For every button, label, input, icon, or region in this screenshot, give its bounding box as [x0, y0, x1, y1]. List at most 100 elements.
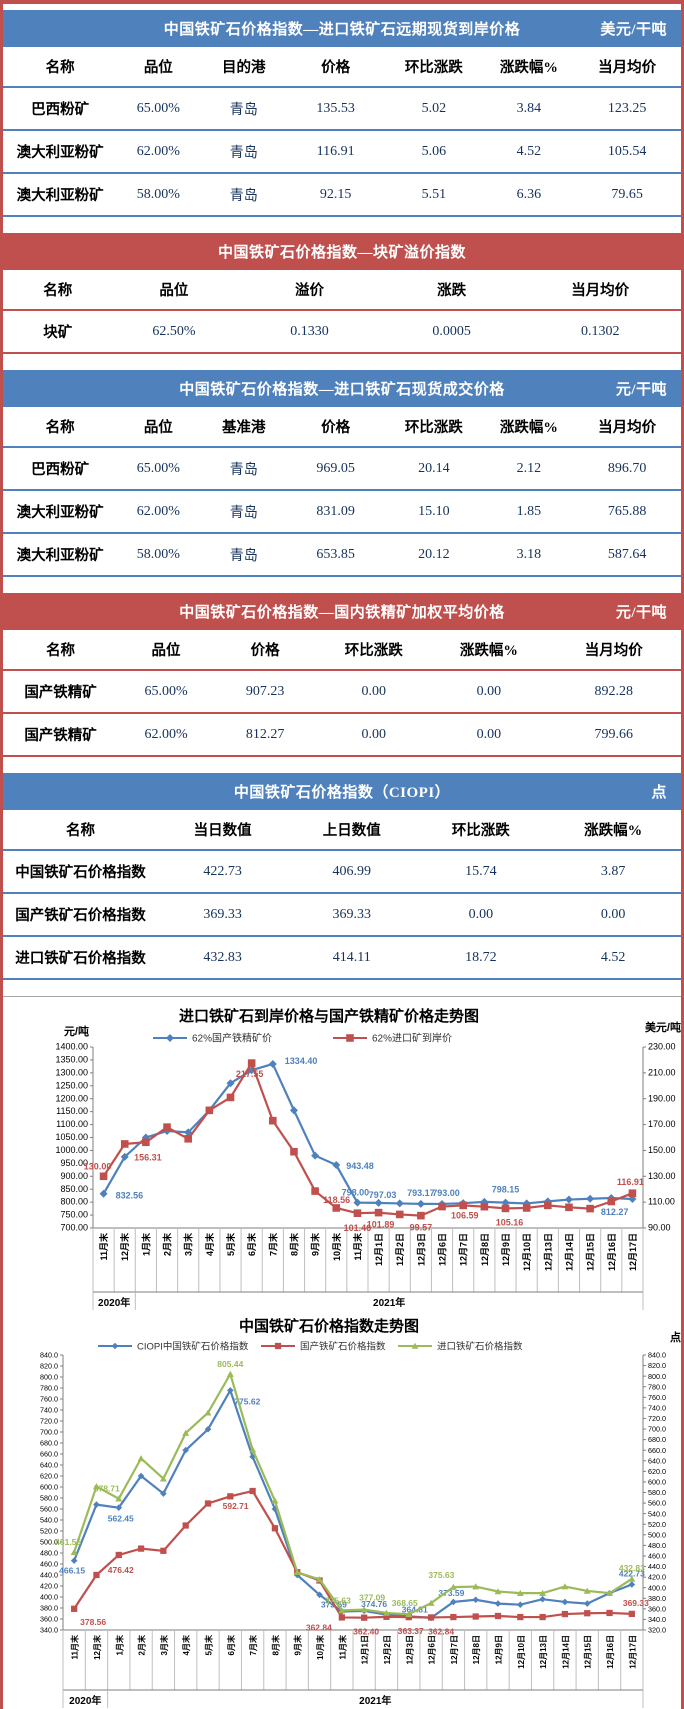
value-cell: 3.18	[516, 546, 542, 562]
column-header: 名称	[45, 420, 75, 436]
data-label: 101.46	[344, 1223, 372, 1233]
right-axis-unit: 美元/吨	[645, 1020, 681, 1034]
column-header: 名称	[66, 823, 96, 839]
value-cell: 0.1302	[580, 323, 620, 339]
column-header: 名称	[46, 643, 76, 659]
column-header: 上日数值	[322, 823, 381, 839]
right-axis-tick: 600.0	[648, 1478, 666, 1487]
column-header: 价格	[321, 60, 351, 76]
right-axis-tick: 340.0	[648, 1615, 666, 1624]
value-cell: 58.00%	[136, 186, 180, 202]
value-cell: 青岛	[229, 548, 258, 564]
x-axis-label: 12月9日	[495, 1635, 504, 1664]
square-marker	[115, 1551, 122, 1559]
value-cell: 58.00%	[136, 546, 180, 562]
right-axis-tick: 640.0	[648, 1456, 666, 1465]
data-table: 名称 当日数值 上日数值 环比涨跌 涨跌幅% 中国铁矿石价格指数 422.73 406.99 1…	[3, 810, 681, 980]
data-label: 362.40	[353, 1627, 379, 1637]
left-axis-tick: 600.0	[40, 1483, 58, 1492]
left-axis-tick: 640.0	[40, 1461, 58, 1470]
right-axis-tick: 420.0	[648, 1573, 666, 1582]
row-name-cell: 中国铁矿石价格指数	[15, 865, 146, 881]
left-axis-tick: 480.0	[40, 1549, 58, 1558]
value-cell: 青岛	[229, 462, 258, 478]
row-name-cell: 块矿	[43, 325, 73, 341]
diamond-marker	[494, 1600, 502, 1607]
square-marker	[459, 1201, 467, 1210]
data-table: 名称 品位 溢价 涨跌 当月均价 块矿 62.50% 0.1330 0.0005 0.1302	[3, 270, 681, 354]
row-name-cell: 国产铁精矿	[24, 728, 97, 744]
data-label: 943.48	[346, 1161, 374, 1171]
square-marker	[417, 1211, 425, 1220]
right-axis-tick: 780.0	[648, 1382, 666, 1391]
diamond-marker	[137, 1472, 145, 1480]
table-row: 国产铁矿石价格指数 369.33 369.33 0.00 0.00	[3, 893, 681, 936]
left-axis-tick: 1100.00	[56, 1119, 88, 1129]
left-axis-tick: 760.0	[40, 1395, 58, 1404]
x-axis-label: 12月14日	[564, 1233, 574, 1271]
square-marker	[361, 1614, 368, 1621]
square-marker	[204, 1500, 212, 1507]
column-header: 品位	[143, 420, 173, 436]
diamond-marker	[93, 1501, 100, 1508]
column-header: 当日数值	[193, 823, 252, 839]
left-axis-tick: 1350.00	[55, 1055, 88, 1065]
diamond-marker	[472, 1596, 479, 1604]
square-marker	[501, 1204, 510, 1213]
triangle-marker	[204, 1409, 212, 1416]
square-marker	[338, 1614, 345, 1621]
data-label: 130.00	[84, 1161, 112, 1171]
column-header: 当月均价	[598, 60, 657, 76]
chart-title: 进口铁矿石到岸价格与国产铁精矿价格走势图	[179, 1007, 479, 1025]
square-marker	[607, 1197, 616, 1206]
value-cell: 0.00	[476, 683, 502, 699]
row-name-cell: 澳大利亚粉矿	[16, 188, 104, 204]
data-label: 118.56	[323, 1195, 350, 1205]
column-header: 品位	[151, 643, 181, 659]
data-label: 105.16	[496, 1217, 524, 1227]
right-axis-tick: 130.00	[648, 1171, 676, 1181]
square-marker	[438, 1202, 446, 1211]
left-axis-tick: 780.0	[40, 1384, 58, 1393]
left-axis-tick: 380.0	[40, 1604, 58, 1613]
square-marker	[137, 1545, 145, 1552]
x-axis-label: 2月末	[162, 1232, 173, 1256]
x-axis-label: 10月末	[331, 1232, 342, 1261]
table-row: 块矿 62.50% 0.1330 0.0005 0.1302	[3, 310, 681, 353]
square-marker	[522, 1204, 531, 1212]
diamond-marker	[115, 1504, 123, 1511]
column-header: 环比涨跌	[344, 643, 403, 659]
square-marker	[184, 1134, 192, 1143]
square-marker	[290, 1147, 298, 1156]
square-marker	[544, 1201, 552, 1210]
square-marker	[142, 1138, 150, 1147]
left-axis-tick: 1250.00	[55, 1080, 88, 1090]
square-marker	[249, 1487, 256, 1495]
triangle-marker	[271, 1497, 279, 1504]
x-axis-label: 8月末	[288, 1232, 299, 1256]
data-label: 369.33	[623, 1598, 649, 1608]
value-cell: 20.14	[418, 460, 450, 476]
value-cell: 653.85	[316, 546, 355, 562]
data-table: 名称 品位 基准港 价格 环比涨跌 涨跌幅% 当月均价 巴西粉矿 65.00% 青岛 969.05 2…	[3, 407, 681, 577]
value-cell: 969.05	[316, 460, 355, 476]
column-header: 溢价	[295, 283, 324, 299]
data-label: 375.63	[428, 1570, 454, 1580]
data-label: 116.91	[617, 1177, 644, 1187]
right-axis-tick: 400.0	[648, 1583, 666, 1592]
diamond-marker	[99, 1189, 108, 1198]
diamond-marker	[543, 1197, 552, 1206]
x-axis-label: 12月7日	[459, 1233, 469, 1266]
year-group-label: 2020年	[69, 1694, 101, 1707]
left-axis-tick: 800.00	[60, 1197, 88, 1207]
left-axis-tick: 1400.00	[55, 1042, 88, 1052]
row-name-cell: 澳大利亚粉矿	[16, 145, 104, 161]
square-marker	[517, 1613, 524, 1621]
diamond-marker	[160, 1490, 167, 1497]
data-label: 156.31	[134, 1152, 162, 1162]
value-cell: 135.53	[316, 100, 355, 116]
left-axis-tick: 700.0	[40, 1428, 58, 1437]
diamond-marker	[227, 1387, 234, 1394]
left-axis-tick: 620.0	[40, 1472, 58, 1481]
